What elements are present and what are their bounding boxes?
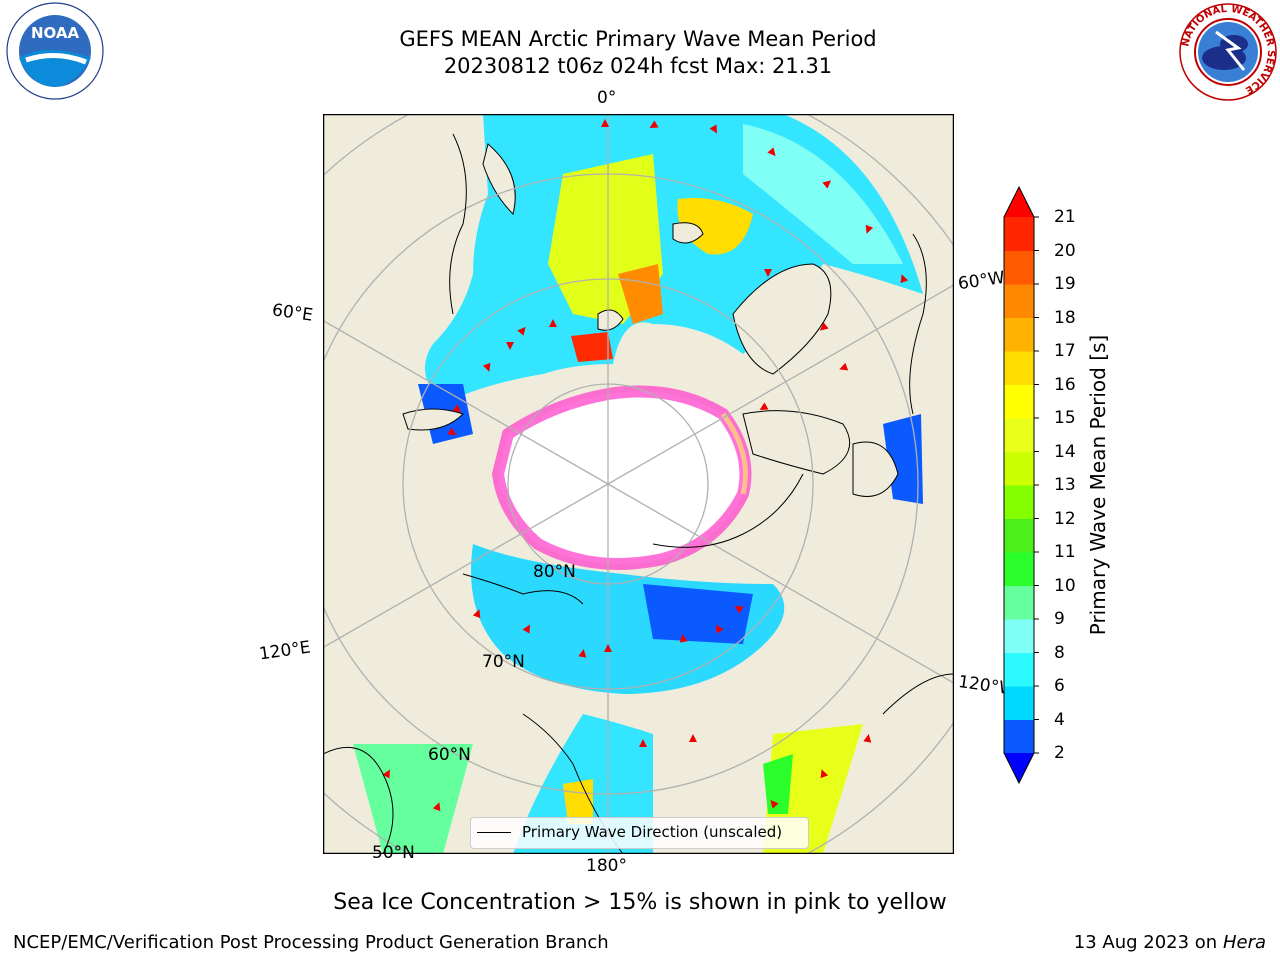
lon-label-0: 0° xyxy=(597,88,617,108)
ocean-chukchi-blue xyxy=(643,584,753,644)
legend-label: Primary Wave Direction (unscaled) xyxy=(522,823,783,841)
colorbar-label: Primary Wave Mean Period [s] xyxy=(1086,334,1110,636)
colorbar-segment xyxy=(1004,686,1034,720)
lat-label-70: 70°N xyxy=(482,652,525,672)
legend-line-swatch xyxy=(477,832,511,833)
ocean-orange xyxy=(618,264,663,324)
colorbar-segment xyxy=(1004,250,1034,285)
colorbar-tick-label: 20 xyxy=(1054,240,1076,261)
footer-date-text: 13 Aug 2023 on xyxy=(1073,932,1218,953)
footer-date: 13 Aug 2023 on Hera xyxy=(1074,932,1266,953)
land-greenland xyxy=(732,263,832,375)
colorbar-segment xyxy=(1004,384,1034,419)
colorbar-segment xyxy=(1004,485,1034,519)
footer-host: Hera xyxy=(1222,932,1266,953)
colorbar-segment xyxy=(1004,719,1034,754)
colorbar-over-arrow xyxy=(1004,187,1034,217)
sea-ice xyxy=(498,391,746,564)
lon-label-120e: 120°E xyxy=(257,637,312,665)
colorbar-segment xyxy=(1004,619,1034,653)
map-canvas xyxy=(323,114,954,854)
colorbar-segment xyxy=(1004,217,1034,251)
lat-label-50: 50°N xyxy=(372,843,415,863)
colorbar-tick-label: 12 xyxy=(1054,508,1076,529)
colorbar-tick-label: 8 xyxy=(1054,642,1065,663)
map-legend: Primary Wave Direction (unscaled) xyxy=(470,817,809,849)
wave-arrows xyxy=(382,119,909,812)
map-title: GEFS MEAN Arctic Primary Wave Mean Perio… xyxy=(399,27,877,51)
colorbar-segment xyxy=(1004,317,1034,352)
colorbar-tick-label: 15 xyxy=(1054,408,1076,428)
colorbar-tick-label: 9 xyxy=(1054,609,1065,629)
colorbar-tick-label: 19 xyxy=(1054,274,1076,294)
ice-edge-yellow xyxy=(720,412,748,495)
colorbar-segment xyxy=(1004,418,1034,452)
ocean-red xyxy=(571,332,613,362)
colorbar-tick-label: 4 xyxy=(1054,709,1065,730)
lon-label-180: 180° xyxy=(586,856,627,876)
colorbar-tick-label: 13 xyxy=(1054,475,1076,495)
svg-text:NOAA: NOAA xyxy=(31,24,80,42)
ocean-kamchatka xyxy=(563,779,593,824)
land-scandinavia xyxy=(482,143,516,215)
lat-label-80: 80°N xyxy=(533,562,576,582)
land-novaya-zemlya xyxy=(402,408,464,431)
colorbar-segment xyxy=(1004,451,1034,486)
colorbar-tick-label: 21 xyxy=(1054,207,1076,227)
colorbar xyxy=(998,185,1062,785)
colorbar-tick-label: 6 xyxy=(1054,676,1065,696)
land-baffin xyxy=(852,441,899,497)
ocean-pacific-green xyxy=(763,754,793,814)
ocean-pacific-shelf xyxy=(471,544,785,694)
map-subtitle: 20230812 t06z 024h fcst Max: 21.31 xyxy=(443,54,833,78)
colorbar-tick-label: 17 xyxy=(1054,341,1076,361)
ocean-yellow-east xyxy=(677,198,753,255)
colorbar-tick-label: 18 xyxy=(1054,307,1076,328)
colorbar-tick-label: 10 xyxy=(1054,575,1076,596)
land-iceland xyxy=(672,222,704,244)
colorbar-segment xyxy=(1004,585,1034,620)
colorbar-tick-label: 11 xyxy=(1054,542,1076,562)
ocean-pacific-south xyxy=(353,744,473,854)
noaa-logo: NOAA xyxy=(6,2,104,100)
ocean-light xyxy=(743,124,903,264)
colorbar-segment xyxy=(1004,652,1034,687)
colorbar-segment xyxy=(1004,351,1034,385)
colorbar-tick-label: 14 xyxy=(1054,441,1076,462)
colorbar-segment xyxy=(1004,518,1034,553)
sea-ice-caption: Sea Ice Concentration > 15% is shown in … xyxy=(333,890,947,915)
footer-credit: NCEP/EMC/Verification Post Processing Pr… xyxy=(13,932,609,953)
lat-label-60: 60°N xyxy=(428,745,471,765)
colorbar-under-arrow xyxy=(1004,753,1034,783)
colorbar-segment xyxy=(1004,284,1034,318)
land-svalbard xyxy=(597,309,624,331)
nws-logo: NATIONAL WEATHER SERVICE xyxy=(1178,2,1278,102)
polar-map xyxy=(323,114,954,854)
colorbar-tick-label: 16 xyxy=(1054,374,1076,395)
lon-label-60e: 60°E xyxy=(270,300,315,326)
graticule xyxy=(323,114,954,854)
colorbar-segment xyxy=(1004,552,1034,586)
colorbar-tick-label: 2 xyxy=(1054,743,1065,763)
land-archipelago xyxy=(742,410,851,475)
